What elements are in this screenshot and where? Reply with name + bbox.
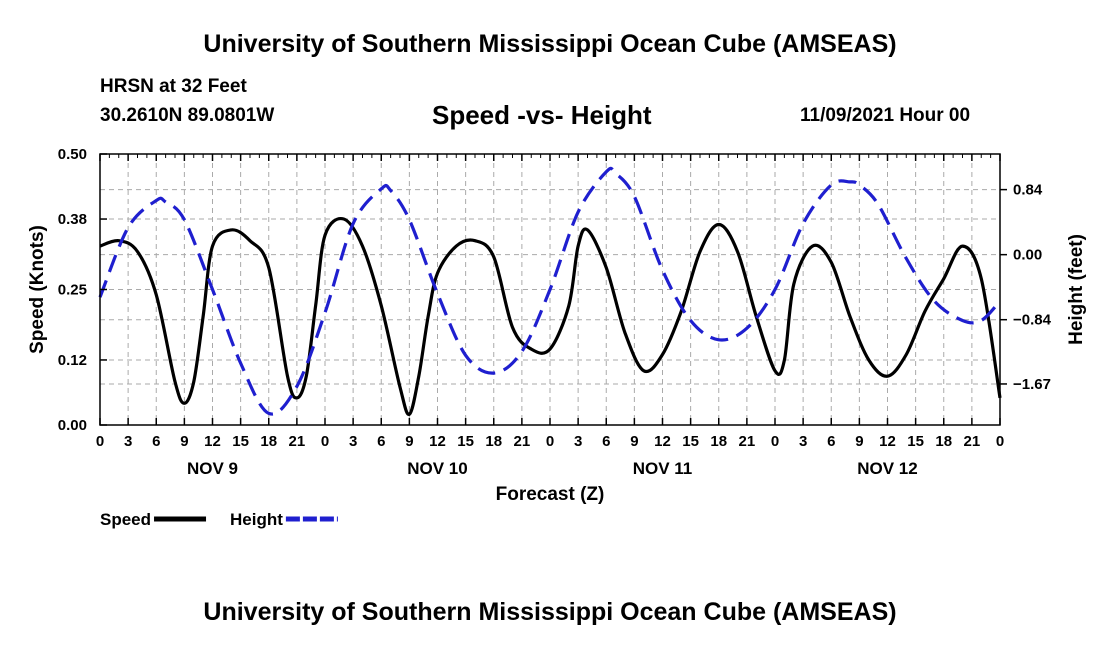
x-tick-label: 3 [799, 433, 807, 450]
x-axis-label: Forecast (Z) [496, 484, 605, 505]
x-tick-label: 3 [349, 433, 357, 450]
y-tick-label: 0.12 [58, 352, 87, 369]
x-tick-label: 0 [771, 433, 779, 450]
x-tick-label: 12 [879, 433, 896, 450]
x-tick-label: 12 [204, 433, 221, 450]
x-tick-label: 18 [260, 433, 277, 450]
day-label: NOV 9 [187, 459, 238, 478]
x-tick-label: 18 [935, 433, 952, 450]
x-tick-label: 21 [739, 433, 756, 450]
y-tick-label: 0.00 [58, 417, 87, 434]
x-tick-label: 15 [457, 433, 474, 450]
chart-subtitle: Speed -vs- Height [432, 100, 652, 130]
x-tick-label: 18 [710, 433, 727, 450]
x-tick-label: 12 [429, 433, 446, 450]
x-tick-label: 6 [602, 433, 610, 450]
x-tick-label: 3 [124, 433, 132, 450]
y2-axis-label: Height (feet) [1066, 234, 1087, 345]
y-tick-label: 0.38 [58, 211, 87, 228]
x-tick-label: 6 [827, 433, 835, 450]
legend-label: Height [230, 510, 283, 529]
x-tick-label: 0 [321, 433, 329, 450]
y-axis-label: Speed (Knots) [27, 225, 48, 354]
y-tick-label: 0.50 [58, 146, 87, 163]
x-tick-label: 18 [485, 433, 502, 450]
x-tick-label: 0 [996, 433, 1004, 450]
x-tick-label: 0 [96, 433, 104, 450]
x-tick-label: 21 [289, 433, 306, 450]
y2-tick-label: 0.00 [1013, 247, 1042, 264]
x-tick-label: 15 [232, 433, 249, 450]
x-tick-label: 9 [630, 433, 638, 450]
day-label: NOV 11 [633, 459, 693, 478]
station-label: HRSN at 32 Feet [100, 76, 247, 97]
y2-tick-label: −1.67 [1013, 376, 1051, 393]
x-tick-label: 6 [152, 433, 160, 450]
x-tick-label: 21 [964, 433, 981, 450]
day-label: NOV 10 [407, 459, 467, 478]
legend: Speed Height [100, 510, 338, 529]
speed-series-line [99, 216, 1002, 416]
x-tick-label: 3 [574, 433, 582, 450]
day-label: NOV 12 [857, 459, 917, 478]
bottom-title: University of Southern Mississippi Ocean… [203, 598, 897, 626]
x-tick-label: 9 [180, 433, 188, 450]
legend-label: Speed [100, 510, 151, 529]
x-tick-label: 12 [654, 433, 671, 450]
height-series-line [98, 166, 1002, 416]
x-tick-label: 0 [546, 433, 554, 450]
main-title: University of Southern Mississippi Ocean… [203, 30, 897, 58]
axis-layer: 0 3 6 9 12 15 18 21 0 3 6 9 12 15 18 21 0 3 6 9 12 15 18 21 0 3 6 9… [58, 146, 1052, 478]
x-tick-label: 15 [682, 433, 699, 450]
y-tick-label: 0.25 [58, 282, 87, 299]
y2-tick-label: 0.84 [1013, 182, 1043, 199]
x-tick-label: 6 [377, 433, 385, 450]
x-tick-label: 9 [405, 433, 413, 450]
coordinates-label: 30.2610N 89.0801W [100, 105, 275, 126]
y2-tick-label: −0.84 [1013, 312, 1052, 329]
forecast-datetime: 11/09/2021 Hour 00 [800, 105, 971, 126]
series-layer [98, 166, 1002, 416]
x-tick-label: 21 [514, 433, 531, 450]
x-tick-label: 15 [907, 433, 924, 450]
x-tick-label: 9 [855, 433, 863, 450]
